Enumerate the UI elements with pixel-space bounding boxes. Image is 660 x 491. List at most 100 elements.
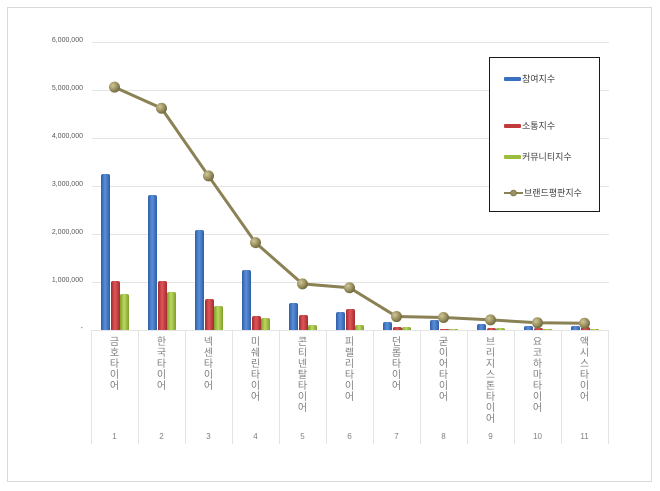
bar-participation xyxy=(383,321,392,330)
legend-item-participation: 참여지수 xyxy=(504,72,555,85)
bar-community xyxy=(496,327,506,330)
legend-swatch-green-icon xyxy=(504,154,521,159)
bar-community xyxy=(214,306,224,330)
line-marker-icon xyxy=(485,314,496,326)
line-marker-icon xyxy=(297,278,308,290)
legend-item-community: 커뮤니티지수 xyxy=(504,150,572,163)
x-axis-rank-number: 5 xyxy=(300,432,305,441)
gridline xyxy=(92,138,609,139)
category-separator xyxy=(514,330,515,444)
bar-communication xyxy=(110,280,120,330)
gridline xyxy=(92,90,609,91)
line-marker-icon xyxy=(203,170,214,182)
x-axis-rank-number: 8 xyxy=(441,432,446,441)
bar-participation xyxy=(289,303,298,330)
bar-communication xyxy=(439,328,449,330)
line-marker-icon xyxy=(344,282,355,294)
legend-item-communication: 소통지수 xyxy=(504,119,555,132)
category-separator xyxy=(91,330,92,444)
bar-participation xyxy=(242,270,251,330)
legend-label: 소통지수 xyxy=(522,122,556,132)
bar-community xyxy=(590,329,600,330)
bar-communication xyxy=(204,298,214,330)
bar-community xyxy=(402,327,412,330)
category-separator xyxy=(420,330,421,444)
category-separator xyxy=(279,330,280,444)
line-marker-icon xyxy=(438,312,449,324)
legend-line-marker-icon xyxy=(504,189,523,196)
gridline xyxy=(92,186,609,187)
x-axis-rank-number: 1 xyxy=(112,432,117,441)
line-marker-icon xyxy=(109,81,120,93)
x-axis-rank-number: 7 xyxy=(394,432,399,441)
legend: 참여지수 소통지수 커뮤니티지수 브랜드평판지수 xyxy=(489,57,600,212)
line-marker-icon xyxy=(579,317,590,329)
category-separator xyxy=(185,330,186,444)
category-separator xyxy=(608,330,609,444)
bar-communication xyxy=(533,327,543,330)
bar-participation xyxy=(195,230,204,330)
x-axis-rank-number: 4 xyxy=(253,432,258,441)
category-separator xyxy=(467,330,468,444)
bar-participation xyxy=(571,325,580,330)
y-axis-tick-label: 6,000,000 xyxy=(51,37,83,44)
x-axis-rank-number: 2 xyxy=(159,432,164,441)
gridline xyxy=(92,42,609,43)
legend-label: 브랜드평판지수 xyxy=(524,189,582,199)
x-axis-rank-number: 10 xyxy=(533,432,542,441)
bar-communication xyxy=(251,316,261,330)
category-separator xyxy=(138,330,139,444)
x-axis-rank-number: 11 xyxy=(580,432,589,441)
category-separator xyxy=(326,330,327,444)
bar-participation xyxy=(336,312,345,330)
bar-participation xyxy=(148,195,157,330)
line-marker-icon xyxy=(391,311,402,323)
gridline xyxy=(92,234,609,235)
category-separator xyxy=(561,330,562,444)
y-axis-tick-label: 1,000,000 xyxy=(51,277,83,284)
legend-label: 참여지수 xyxy=(522,75,556,85)
x-axis-rank-number: 3 xyxy=(206,432,211,441)
x-axis-baseline xyxy=(92,330,609,331)
y-axis-tick-label: - xyxy=(80,325,83,332)
y-axis-tick-label: 4,000,000 xyxy=(51,133,83,140)
line-marker-icon xyxy=(156,102,167,114)
y-axis-tick-label: 5,000,000 xyxy=(51,85,83,92)
x-axis-rank-number: 6 xyxy=(347,432,352,441)
bar-community xyxy=(167,292,177,330)
bar-communication xyxy=(486,327,496,330)
bar-community xyxy=(308,325,318,330)
bar-participation xyxy=(430,320,439,330)
bar-communication xyxy=(345,309,355,330)
bar-participation xyxy=(524,325,533,330)
bar-communication xyxy=(298,315,308,330)
y-axis-tick-label: 2,000,000 xyxy=(51,229,83,236)
bar-community xyxy=(449,328,459,330)
category-separator xyxy=(232,330,233,444)
bar-community xyxy=(261,317,271,330)
legend-item-brand-reputation: 브랜드평판지수 xyxy=(504,186,582,199)
bar-communication xyxy=(392,326,402,330)
legend-swatch-red-icon xyxy=(504,123,521,128)
bar-communication xyxy=(157,280,167,330)
bar-community xyxy=(120,293,130,330)
x-axis-rank-number: 9 xyxy=(488,432,493,441)
bar-participation xyxy=(101,174,110,330)
legend-swatch-blue-icon xyxy=(504,76,521,81)
bar-community xyxy=(355,325,365,330)
line-marker-icon xyxy=(250,237,261,249)
legend-label: 커뮤니티지수 xyxy=(522,153,572,163)
bar-participation xyxy=(477,324,486,330)
category-separator xyxy=(373,330,374,444)
bar-community xyxy=(543,329,553,330)
